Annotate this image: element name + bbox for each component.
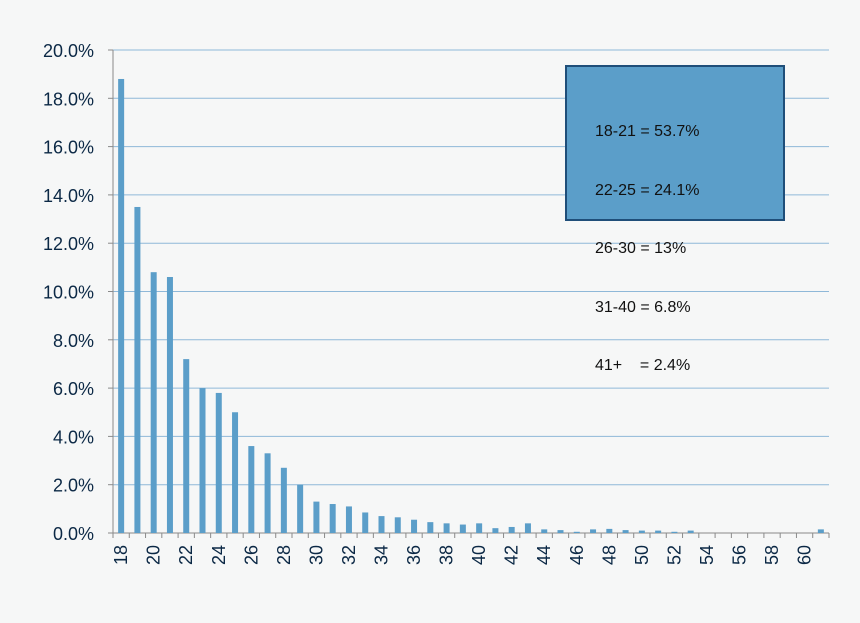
y-tick-label: 16.0% [43,138,94,158]
x-tick-label: 50 [632,545,652,565]
y-tick-labels: 0.0% 2.0% 4.0% 6.0% 8.0% 10.0% 12.0% 14.0% 16.0%… [43,41,94,544]
y-tick-label: 20.0% [43,41,94,61]
y-tick-label: 2.0% [53,476,94,496]
x-tick-label: 36 [404,545,424,565]
y-tick-label: 18.0% [43,89,94,109]
bar-age-31 [329,504,336,533]
y-tick-label: 8.0% [53,331,94,351]
x-tick-label: 32 [339,545,359,565]
bar-age-42 [508,526,515,533]
bar-age-45 [557,530,564,533]
x-tick-label: 24 [209,545,229,565]
x-tick-label: 22 [176,545,196,565]
bar-age-50 [638,530,645,533]
bar-age-39 [459,524,466,533]
x-tick-labels: 18 20 22 24 26 28 30 32 34 36 38 40 42 44 46 48 50 52 54 56… [111,545,814,565]
bar-age-20 [150,272,157,533]
x-tick-label: 34 [372,545,392,565]
summary-line: 18-21 = 53.7% [595,123,700,140]
bar-age-22 [183,359,190,533]
bar-age-43 [524,523,531,533]
bar-age-53 [687,530,694,533]
x-tick-label: 40 [469,545,489,565]
y-tick-label: 6.0% [53,379,94,399]
x-tick-label: 20 [144,545,164,565]
bar-age-26 [248,446,255,533]
x-tick-label: 26 [241,545,261,565]
bar-age-37 [427,522,434,533]
y-tick-label: 12.0% [43,234,94,254]
x-tick-label: 28 [274,545,294,565]
bar-age-30 [313,501,320,533]
summary-line: 31-40 = 6.8% [595,298,691,316]
bar-age-33 [362,512,369,533]
y-tick-label: 10.0% [43,283,94,303]
x-tick-label: 46 [567,545,587,565]
bar-age-36 [411,519,418,533]
bar-age-32 [345,506,352,533]
summary-line: 22-25 = 24.1% [595,181,700,199]
x-tick-label: 60 [795,545,815,565]
x-tick-label: 18 [111,545,131,565]
bar-age-34 [378,516,385,533]
summary-line: 41+ = 2.4% [595,357,691,374]
bar-age-46 [573,531,580,533]
x-tick-label: 42 [502,545,522,565]
bar-age-18 [118,78,125,533]
bar-age-29 [297,484,304,533]
y-tick-label: 4.0% [53,427,94,447]
y-tick-label: 14.0% [43,186,94,206]
bars [118,78,824,533]
x-tick-label: 56 [730,545,750,565]
bar-age-61 [817,529,824,533]
bar-age-49 [622,530,629,533]
x-tick-label: 54 [697,545,717,565]
x-tick-label: 58 [762,545,782,565]
bar-age-35 [394,517,401,533]
x-tick-label: 52 [664,545,684,565]
x-tick-label: 48 [599,545,619,565]
bar-age-19 [134,206,141,533]
summary-annotation-text: 18-21 = 53.7% 22-25 = 24.1% 26-30 = 13% … [595,83,700,415]
bar-age-47 [590,529,597,533]
bar-age-25 [232,412,239,533]
bar-age-51 [655,530,662,533]
bar-age-40 [476,523,483,533]
bar-age-52 [671,531,678,533]
bar-age-41 [492,528,499,533]
bar-age-28 [280,467,287,533]
bar-age-23 [199,388,206,533]
x-tick-label: 44 [534,545,554,565]
bar-age-44 [541,529,548,533]
bar-age-48 [606,528,613,533]
x-tick-label: 38 [437,545,457,565]
x-tick-label: 30 [306,545,326,565]
y-tick-label: 0.0% [53,524,94,544]
bar-age-21 [166,277,173,533]
bar-age-24 [215,392,222,533]
bar-age-27 [264,453,271,533]
summary-line: 26-30 = 13% [595,240,687,257]
bar-age-38 [443,523,450,533]
summary-annotation-box: 18-21 = 53.7% 22-25 = 24.1% 26-30 = 13% … [565,65,785,374]
